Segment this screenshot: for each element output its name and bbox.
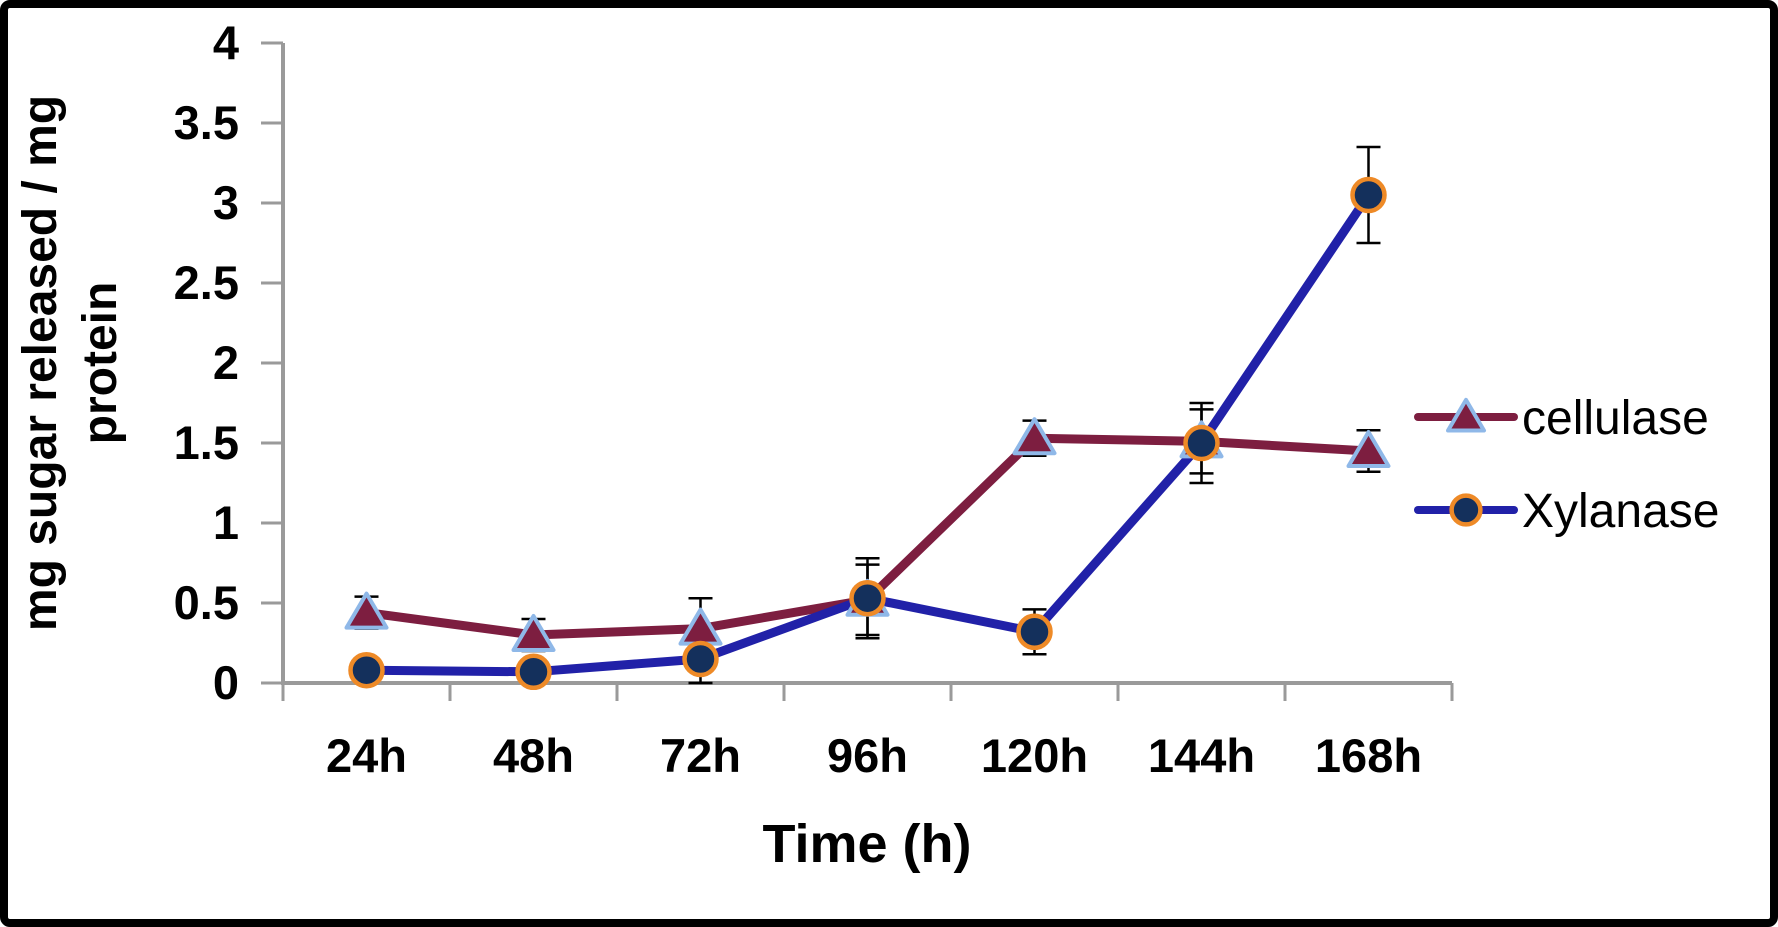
x-tick-label: 48h bbox=[493, 729, 574, 782]
x-tick-label: 168h bbox=[1315, 729, 1422, 782]
legend-label-cellulase: cellulase bbox=[1522, 392, 1709, 445]
y-tick-label: 0.5 bbox=[174, 576, 239, 629]
series-markers bbox=[344, 176, 1391, 691]
y-axis-title-line-1: mg sugar released / mg bbox=[14, 95, 67, 631]
x-tick-label: 24h bbox=[326, 729, 407, 782]
legend-marks bbox=[1414, 397, 1518, 527]
circle-marker bbox=[1183, 424, 1220, 462]
triangle-marker bbox=[344, 591, 389, 630]
y-tick-label: 3 bbox=[213, 176, 239, 229]
triangle-marker bbox=[511, 614, 556, 652]
y-tick-label: 0 bbox=[213, 656, 239, 709]
x-tick-label: 96h bbox=[827, 729, 908, 782]
y-tick-label: 3.5 bbox=[174, 96, 239, 149]
legend-label-xylanase: Xylanase bbox=[1522, 485, 1719, 538]
circle-marker bbox=[682, 640, 719, 678]
y-tick-label: 2.5 bbox=[174, 256, 239, 309]
y-axis-title-line-2: protein bbox=[74, 282, 127, 445]
x-axis-title: Time (h) bbox=[762, 814, 971, 874]
circle-marker bbox=[849, 579, 886, 617]
axes bbox=[261, 41, 1454, 701]
y-tick-label: 2 bbox=[213, 336, 239, 389]
circle-marker bbox=[1016, 613, 1053, 651]
circle-marker bbox=[1449, 493, 1483, 527]
triangle-marker bbox=[1446, 397, 1486, 433]
x-tick-label: 72h bbox=[660, 729, 741, 782]
x-tick-label: 120h bbox=[981, 729, 1088, 782]
circle-marker bbox=[515, 653, 552, 691]
circle-marker bbox=[348, 651, 385, 689]
triangle-marker bbox=[1346, 430, 1391, 468]
y-tick-label: 4 bbox=[213, 16, 239, 69]
y-tick-label: 1 bbox=[213, 496, 239, 549]
y-tick-label: 1.5 bbox=[174, 416, 239, 469]
triangle-marker bbox=[1012, 417, 1057, 456]
tick-labels: 0 0.5 1 1.5 2 2.5 3 3.5 4 24h 48h 72h 96h 120h 144h 168… bbox=[174, 16, 1422, 782]
circle-marker bbox=[1350, 176, 1387, 214]
x-tick-label: 144h bbox=[1148, 729, 1255, 782]
